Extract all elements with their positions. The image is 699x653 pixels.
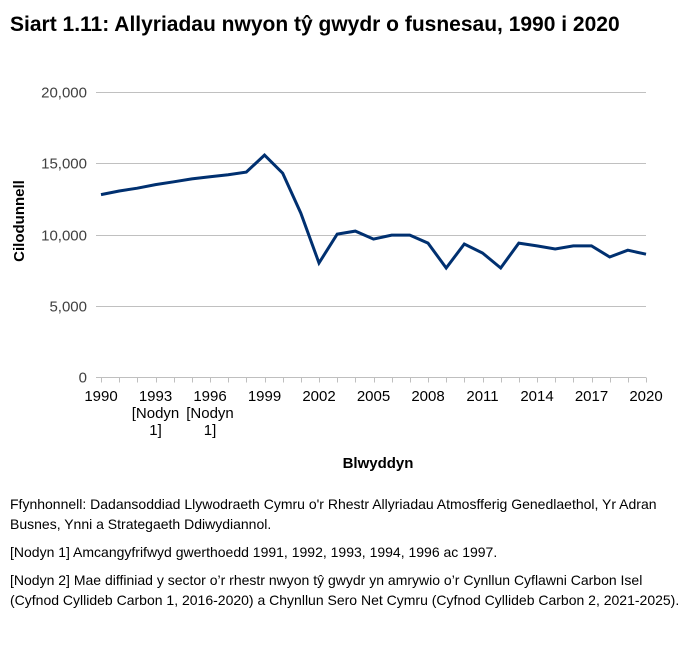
- footnote-2: [Nodyn 2] Mae diffiniad y sector o’r rhe…: [10, 572, 680, 608]
- y-tick-label: 0: [79, 370, 87, 387]
- footnote-1: [Nodyn 1] Amcangyfrifwyd gwerthoedd 1991…: [10, 544, 498, 560]
- x-tick-label: 2014: [520, 388, 553, 405]
- x-tick-label: 1]: [204, 422, 217, 439]
- y-tick-label: 5,000: [49, 299, 87, 316]
- x-tick-label: 1993: [139, 388, 172, 405]
- chart-notes: Ffynhonnell: Dadansoddiad Llywodraeth Cy…: [10, 494, 690, 610]
- x-tick-label: 1996: [193, 388, 226, 405]
- x-tick-label: 2011: [466, 388, 498, 405]
- y-tick-label: 10,000: [41, 228, 87, 245]
- source-note: Ffynhonnell: Dadansoddiad Llywodraeth Cy…: [10, 496, 657, 532]
- x-tick-label: 1]: [149, 422, 162, 439]
- x-axis-title: Blwyddyn: [343, 455, 414, 472]
- x-tick-label: 2020: [629, 388, 662, 405]
- x-tick-label: 2017: [575, 388, 608, 405]
- y-tick-label: 20,000: [41, 85, 87, 102]
- line-chart: 0 5,000 10,000 15,000 20,000 1990 1993 [Nodyn 1]…: [11, 85, 663, 473]
- x-tick-label: [Nodyn: [186, 405, 234, 422]
- x-tick-label: 1999: [248, 388, 281, 405]
- chart-title: Siart 1.11: Allyriadau nwyon tŷ gwydr o …: [10, 13, 620, 36]
- y-tick-label: 15,000: [41, 156, 87, 173]
- x-tick-label: 2005: [357, 388, 390, 405]
- data-line: [100, 153, 647, 271]
- x-tick-label: 2008: [411, 388, 444, 405]
- x-tick-label: 1990: [84, 388, 117, 405]
- y-axis-title: Cilodunnell: [11, 180, 28, 262]
- x-tick-label: 2002: [302, 388, 335, 405]
- x-tick-label: [Nodyn: [132, 405, 180, 422]
